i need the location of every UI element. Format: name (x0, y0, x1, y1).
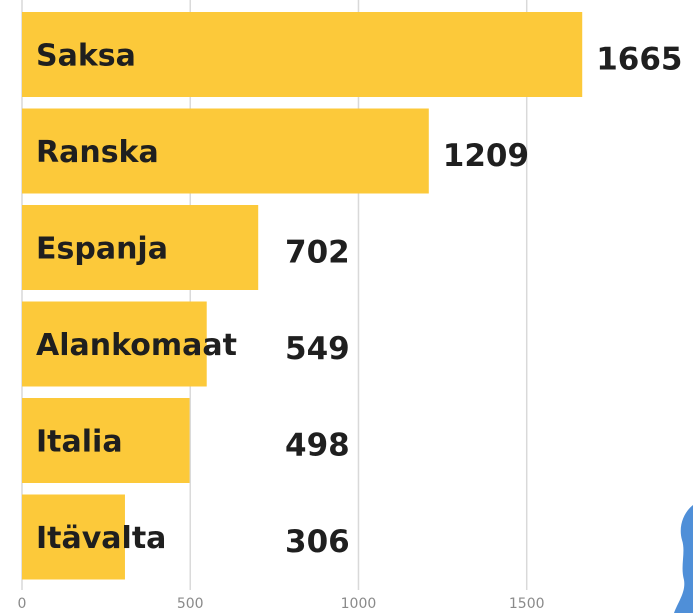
value-labels: 1665 1209 702 549 498 306 (285, 42, 683, 561)
map-fragment-decoration (674, 505, 693, 613)
category-label-3: Alankomaat (36, 328, 237, 363)
x-tick-label-500: 500 (177, 596, 204, 612)
category-label-4: Italia (36, 425, 123, 460)
bar-1 (22, 108, 429, 194)
category-label-5: Itävalta (36, 521, 166, 556)
value-label-1: 1209 (443, 138, 529, 174)
x-tick-label-1500: 1500 (509, 596, 545, 612)
value-label-3: 549 (285, 331, 350, 367)
x-axis-tick-labels: 0 500 1000 1500 (18, 596, 545, 612)
bar-5 (22, 494, 125, 580)
bar-0 (22, 12, 583, 97)
gridlines (21, 0, 528, 590)
x-tick-label-1000: 1000 (341, 596, 377, 612)
bar-3 (22, 301, 207, 387)
value-label-2: 702 (285, 235, 350, 271)
category-labels: Saksa Ranska Espanja Alankomaat Italia Itäval… (36, 39, 237, 557)
value-label-4: 498 (285, 428, 350, 464)
category-label-1: Ranska (36, 135, 159, 170)
value-label-0: 1665 (596, 42, 682, 78)
bar-4 (22, 398, 190, 483)
bars (22, 12, 583, 580)
bar-2 (22, 205, 259, 290)
value-label-5: 306 (285, 524, 350, 560)
category-label-2: Espanja (36, 232, 168, 267)
category-label-0: Saksa (36, 39, 136, 74)
x-tick-label-0: 0 (18, 596, 27, 612)
